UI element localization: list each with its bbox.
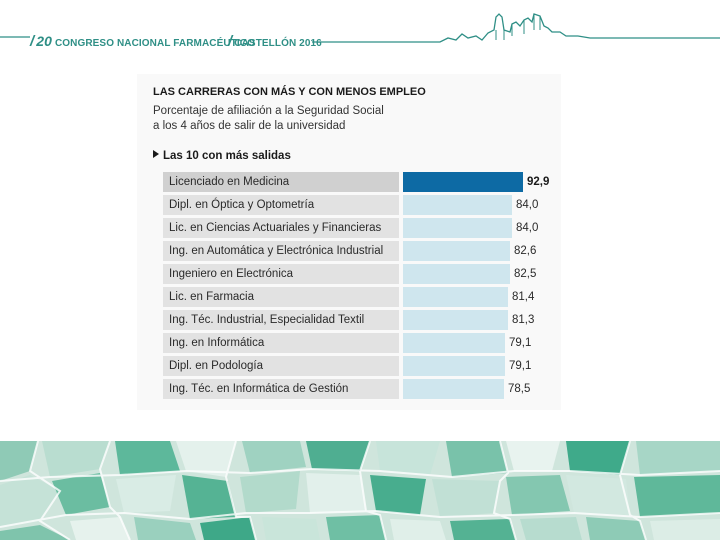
bar-category-label: Licenciado en Medicina bbox=[163, 172, 399, 192]
bar-row: Ingeniero en Electrónica 82,5 bbox=[163, 264, 555, 285]
chart-subtitle: a los 4 años de salir de la universidad bbox=[153, 120, 346, 132]
header-slash: / bbox=[30, 33, 35, 50]
bar-category-label: Ing. Téc. Industrial, Especialidad Texti… bbox=[163, 310, 399, 330]
mosaic-footer bbox=[0, 441, 720, 540]
bar-value-label: 81,3 bbox=[512, 314, 535, 326]
section-label: Las 10 con más salidas bbox=[163, 150, 291, 162]
bar-row: Dipl. en Podología 79,1 bbox=[163, 356, 555, 377]
bar-value-label: 82,6 bbox=[514, 245, 537, 257]
triangle-bullet-icon bbox=[153, 150, 159, 158]
chart-panel: LAS CARRERAS CON MÁS Y CON MENOS EMPLEO … bbox=[137, 74, 561, 410]
bar-category-label: Ingeniero en Electrónica bbox=[163, 264, 399, 284]
bar-row: Lic. en Ciencias Actuariales y Financier… bbox=[163, 218, 555, 239]
bar bbox=[403, 218, 512, 238]
bar bbox=[403, 379, 504, 399]
bar-value-label: 84,0 bbox=[516, 222, 539, 234]
bar-row: Ing. Téc. en Informática de Gestión 78,5 bbox=[163, 379, 555, 400]
congress-title: /20 CONGRESO NACIONAL FARMACÉUTICO bbox=[30, 33, 255, 50]
bar-row: Dipl. en Óptica y Optometría 84,0 bbox=[163, 195, 555, 216]
bar bbox=[403, 310, 508, 330]
section-heading: Las 10 con más salidas bbox=[153, 150, 291, 162]
bar-value-label: 92,9 bbox=[527, 176, 550, 188]
bar-category-label: Ing. Téc. en Informática de Gestión bbox=[163, 379, 399, 399]
bar-category-label: Lic. en Ciencias Actuariales y Financier… bbox=[163, 218, 399, 238]
bar-value-label: 81,4 bbox=[512, 291, 535, 303]
bar-category-label: Dipl. en Podología bbox=[163, 356, 399, 376]
bar-category-label: Dipl. en Óptica y Optometría bbox=[163, 195, 399, 215]
bar-row: Ing. en Informática 79,1 bbox=[163, 333, 555, 354]
bar-value-label: 82,5 bbox=[514, 268, 537, 280]
bar-row: Lic. en Farmacia 81,4 bbox=[163, 287, 555, 308]
bar-row: Licenciado en Medicina 92,9 bbox=[163, 172, 555, 193]
congress-location: / CASTELLÓN 2016 bbox=[228, 33, 322, 50]
congress-city-year: CASTELLÓN 2016 bbox=[234, 38, 322, 49]
bar-row: Ing. Téc. Industrial, Especialidad Texti… bbox=[163, 310, 555, 331]
bar bbox=[403, 241, 510, 261]
chart-title: LAS CARRERAS CON MÁS Y CON MENOS EMPLEO bbox=[153, 86, 426, 98]
bar bbox=[403, 172, 523, 192]
page-header: /20 CONGRESO NACIONAL FARMACÉUTICO / CAST… bbox=[0, 0, 720, 60]
congress-number: 20 bbox=[36, 33, 53, 49]
bar-category-label: Ing. en Automática y Electrónica Industr… bbox=[163, 241, 399, 261]
bar-value-label: 78,5 bbox=[508, 383, 531, 395]
bar bbox=[403, 356, 505, 376]
congress-name: CONGRESO NACIONAL FARMACÉUTICO bbox=[52, 38, 255, 49]
bar-value-label: 84,0 bbox=[516, 199, 539, 211]
bar-category-label: Ing. en Informática bbox=[163, 333, 399, 353]
bar bbox=[403, 287, 508, 307]
chart-subtitle: Porcentaje de afiliación a la Seguridad … bbox=[153, 105, 384, 117]
castellon-skyline-icon bbox=[0, 13, 720, 43]
bar bbox=[403, 264, 510, 284]
bar-value-label: 79,1 bbox=[509, 360, 532, 372]
bar bbox=[403, 195, 512, 215]
bar-value-label: 79,1 bbox=[509, 337, 532, 349]
bar bbox=[403, 333, 505, 353]
bar-row: Ing. en Automática y Electrónica Industr… bbox=[163, 241, 555, 262]
header-slash: / bbox=[228, 33, 233, 50]
bar-category-label: Lic. en Farmacia bbox=[163, 287, 399, 307]
